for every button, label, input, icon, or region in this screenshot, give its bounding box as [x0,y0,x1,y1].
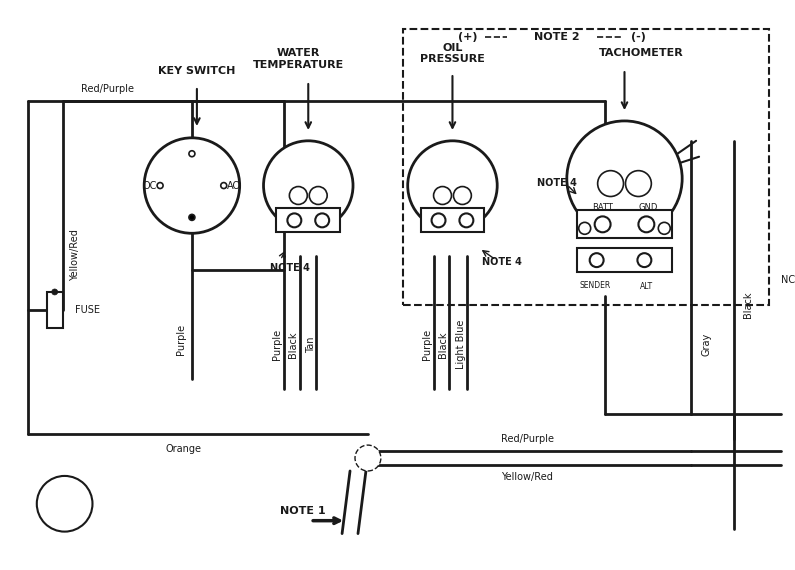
Text: BATT: BATT [592,203,613,212]
Text: Red/Purple: Red/Purple [81,84,134,94]
Text: Purple: Purple [421,329,432,360]
Text: FUSE: FUSE [75,305,99,315]
Bar [576,248,673,272]
Text: GND: GND [638,203,658,212]
Circle shape [590,253,603,267]
Bar [277,209,340,233]
Bar [576,210,673,238]
Circle shape [189,214,195,221]
Text: SENDER: SENDER [579,280,611,290]
Text: Yellow/Red: Yellow/Red [501,472,553,482]
Circle shape [359,449,377,467]
Circle shape [595,217,611,233]
Text: Gray: Gray [701,333,711,356]
Text: Tan: Tan [306,336,316,353]
Text: (+): (+) [458,32,477,42]
Circle shape [408,141,497,230]
Bar [421,209,484,233]
Text: NOTE 1: NOTE 1 [281,506,326,516]
Circle shape [157,182,163,189]
Circle shape [638,253,651,267]
Text: OIL
PRESSURE: OIL PRESSURE [420,43,485,64]
Circle shape [189,150,195,157]
Circle shape [658,222,670,234]
Text: Purple: Purple [176,324,186,355]
Circle shape [287,213,301,227]
Text: Black: Black [289,331,298,358]
Text: Red/Purple: Red/Purple [501,434,553,444]
Circle shape [289,186,308,205]
Circle shape [638,217,654,233]
Text: Orange: Orange [166,444,202,454]
Circle shape [309,186,328,205]
Text: Black: Black [743,292,753,318]
Circle shape [355,445,381,471]
Circle shape [598,170,623,197]
Circle shape [316,213,329,227]
Text: NOTE 4: NOTE 4 [483,257,522,267]
Circle shape [460,213,473,227]
Text: KEY SWITCH: KEY SWITCH [158,66,235,76]
Text: ALT: ALT [640,283,653,291]
Circle shape [263,141,353,230]
Circle shape [144,138,239,233]
Text: AO: AO [227,181,241,190]
Bar [47,292,63,328]
Circle shape [453,186,471,205]
Text: WATER
TEMPERATURE: WATER TEMPERATURE [253,48,344,70]
Text: NOTE 4: NOTE 4 [537,178,577,188]
Text: NOTE 2: NOTE 2 [534,32,580,42]
Circle shape [221,182,227,189]
Text: (-): (-) [631,32,646,42]
Text: Purple: Purple [273,329,282,360]
Circle shape [432,213,445,227]
Circle shape [433,186,452,205]
Circle shape [626,170,651,197]
Circle shape [37,476,92,532]
Text: NOTE 4: NOTE 4 [270,263,310,273]
Circle shape [567,121,682,237]
Text: Light Blue: Light Blue [456,320,467,369]
Text: Black: Black [437,331,448,358]
Circle shape [52,289,58,295]
Text: OC: OC [143,181,157,190]
Text: NC: NC [781,275,795,285]
Text: Yellow/Red: Yellow/Red [70,229,80,281]
Circle shape [579,222,591,234]
Text: TACHOMETER: TACHOMETER [599,48,684,58]
Bar [403,30,769,305]
